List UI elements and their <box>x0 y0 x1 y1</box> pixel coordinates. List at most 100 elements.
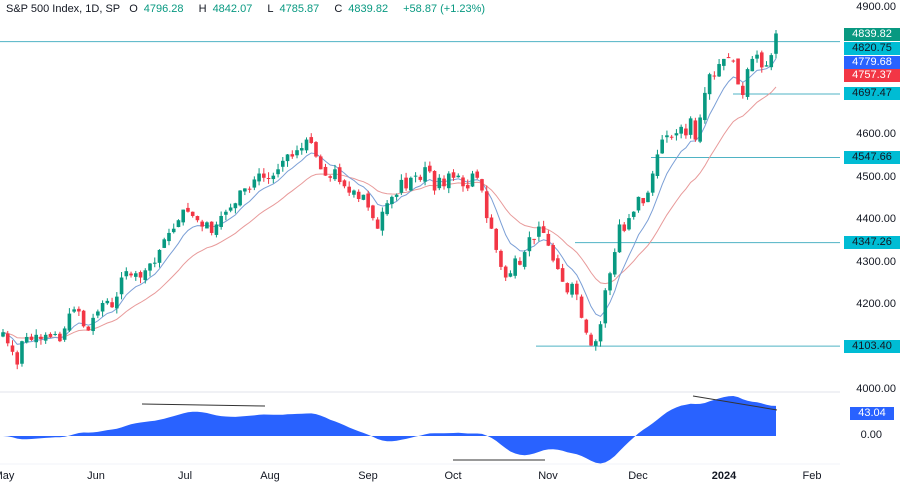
candle-body <box>233 203 238 209</box>
candle-body <box>228 207 233 211</box>
candle-body <box>352 190 356 195</box>
candle-body <box>299 148 304 151</box>
candle-body <box>508 273 513 277</box>
candle-body <box>693 120 698 140</box>
candle-body <box>442 178 446 187</box>
candle-body <box>96 311 100 316</box>
candle-body <box>484 191 489 219</box>
candle-body <box>86 326 91 331</box>
candle-body <box>58 333 62 342</box>
candle-body <box>304 139 309 151</box>
candle-body <box>314 142 318 157</box>
price-tick-label: 4200.00 <box>856 298 896 311</box>
candle-body <box>214 224 219 235</box>
candle-body <box>494 228 499 250</box>
candle-body <box>446 173 451 189</box>
candle-body <box>541 226 546 233</box>
candle-body <box>361 194 366 200</box>
candle-body <box>698 117 702 142</box>
candle-body <box>333 169 337 180</box>
candle-body <box>124 271 129 277</box>
candle-body <box>622 224 627 231</box>
candle-body <box>584 319 589 333</box>
candle-body <box>105 300 110 304</box>
candle-body <box>703 92 707 121</box>
candle-body <box>342 180 347 187</box>
candle-body <box>238 190 242 206</box>
candle-body <box>480 179 484 191</box>
price-change: +58.87 (+1.23%) <box>403 3 486 15</box>
candle-body <box>579 296 584 318</box>
candle-body <box>546 233 551 246</box>
candle-body <box>660 139 664 154</box>
candle-body <box>598 324 603 342</box>
candle-body <box>612 252 617 275</box>
candle-body <box>684 128 688 136</box>
candle-body <box>475 171 480 178</box>
candle-body <box>537 226 541 237</box>
chart-legend: S&P 500 Index, 1D, SP O 4796.28 H 4842.07 … <box>6 3 491 15</box>
candle-body <box>110 302 114 308</box>
candle-body <box>195 216 200 221</box>
price-tick-label: 4900.00 <box>856 1 896 13</box>
ohlc-high: H 4842.07 <box>198 3 253 15</box>
candle-body <box>560 268 565 282</box>
candle-body <box>148 263 152 271</box>
candle-body <box>556 258 560 270</box>
candle-body <box>394 194 399 197</box>
candle-body <box>750 58 755 72</box>
candle-body <box>565 283 570 293</box>
candle-body <box>152 262 157 264</box>
candle-body <box>413 175 418 177</box>
price-tag-level: 4547.66 <box>844 151 900 165</box>
time-tick-label: Nov <box>538 470 558 482</box>
candle-body <box>119 277 124 295</box>
price-tick-label: 4500.00 <box>856 170 896 183</box>
candle-body <box>570 283 574 295</box>
candle-body <box>34 334 38 343</box>
candle-body <box>186 207 190 212</box>
candle-body <box>513 258 517 276</box>
candle-body <box>741 85 745 96</box>
price-tick-label: 4300.00 <box>856 255 896 268</box>
candle-body <box>503 266 508 278</box>
candle-body <box>385 203 389 215</box>
candle-body <box>176 220 181 228</box>
candle-body <box>371 205 375 219</box>
candle-body <box>736 58 740 85</box>
candle-body <box>20 341 24 364</box>
time-tick-label: Oct <box>444 470 462 482</box>
candle-body <box>390 196 394 205</box>
price-tag-level: 4347.26 <box>844 236 900 250</box>
ema-slow-line <box>2 86 777 339</box>
candle-body <box>470 173 475 187</box>
candle-body <box>551 245 555 261</box>
candle-body <box>62 328 67 340</box>
candle-body <box>465 184 470 189</box>
candle-body <box>356 191 361 199</box>
candle-body <box>380 211 385 231</box>
candle-body <box>499 250 503 267</box>
candle-body <box>209 221 214 233</box>
candle-body <box>627 218 631 230</box>
time-tick-label: May <box>0 470 15 482</box>
candle-body <box>39 336 43 340</box>
candle-body <box>48 333 53 337</box>
candle-body <box>404 177 408 189</box>
candle-body <box>712 75 717 77</box>
price-tag-ema_fast: 4779.68 <box>844 56 900 69</box>
candle-body <box>323 166 328 176</box>
candle-body <box>655 154 660 176</box>
candle-body <box>461 177 465 187</box>
candle-body <box>290 154 295 157</box>
candle-body <box>755 54 759 59</box>
price-tick-label: 4400.00 <box>856 213 896 226</box>
candle-body <box>266 177 271 179</box>
candle-body <box>617 224 622 253</box>
candle-body <box>437 177 442 189</box>
time-tick-label: Aug <box>260 470 280 482</box>
candle-body <box>15 352 20 365</box>
candle-body <box>489 217 494 229</box>
